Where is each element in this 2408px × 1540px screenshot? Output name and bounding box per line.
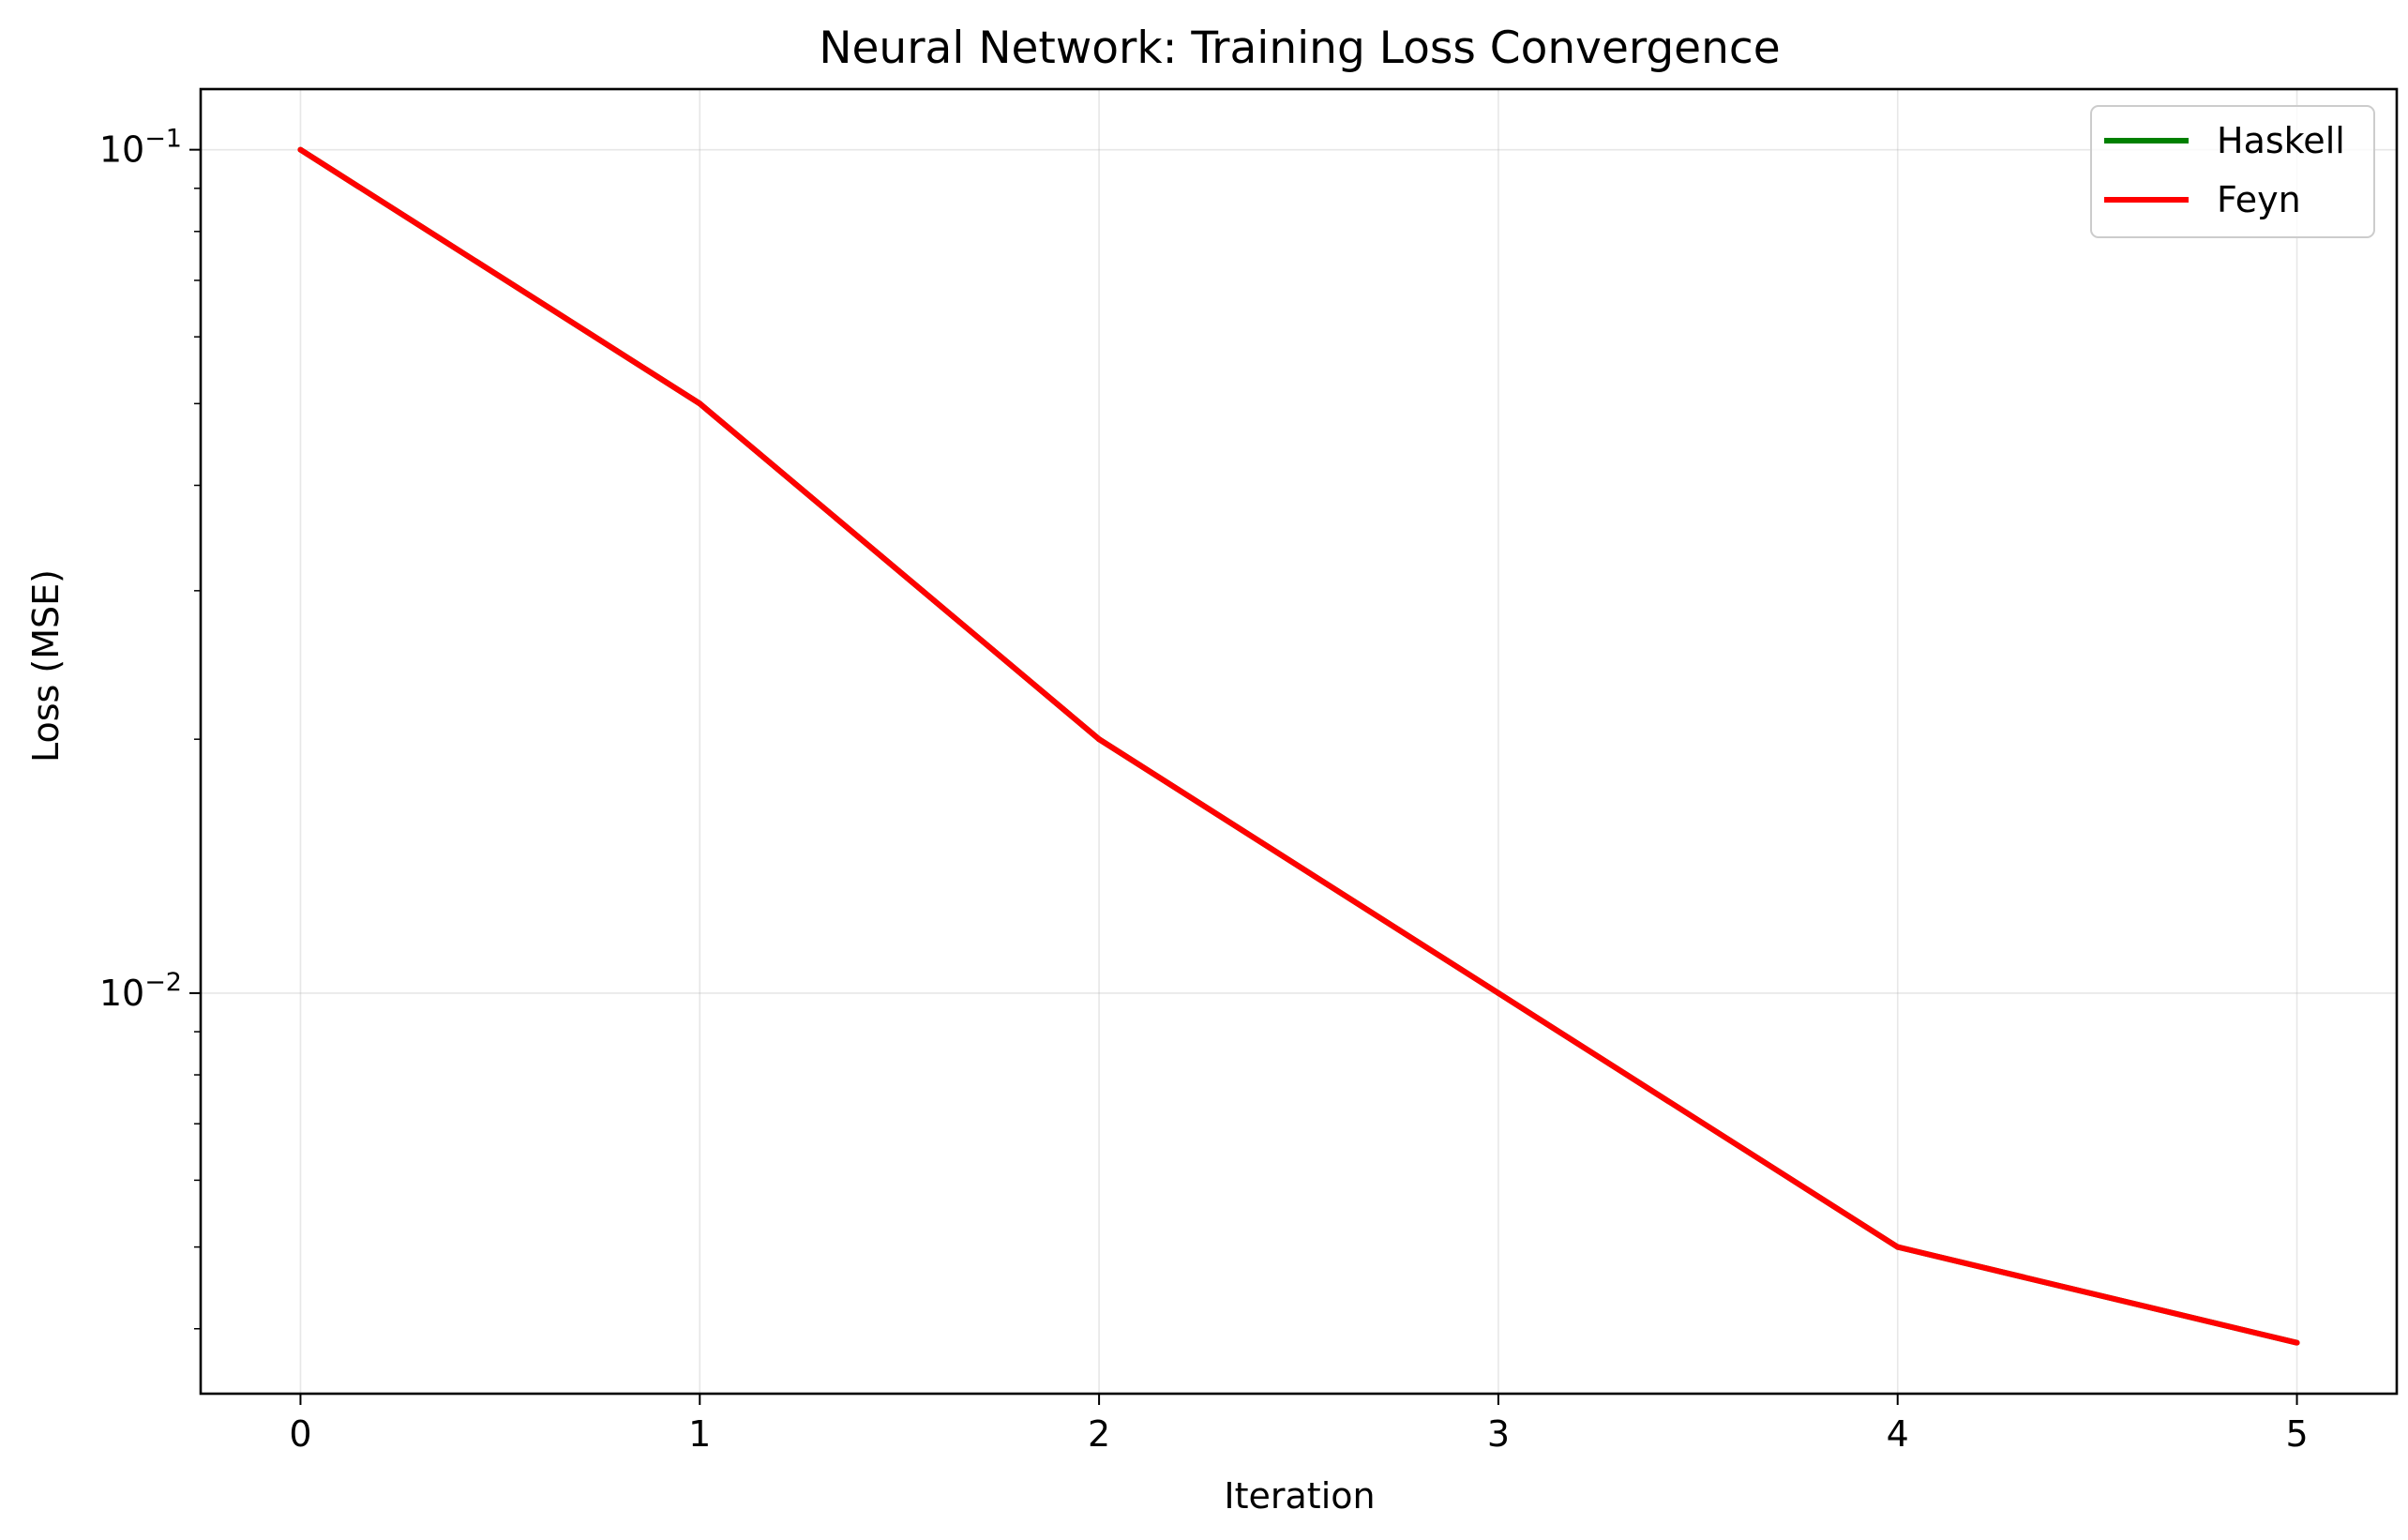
- chart-title: Neural Network: Training Loss Convergenc…: [819, 23, 1780, 74]
- y-tick-base: 10: [99, 129, 144, 171]
- y-tick-label: 10−1: [99, 125, 182, 171]
- data-point-feyn: [1096, 736, 1103, 743]
- legend-label: Haskell: [2217, 120, 2345, 161]
- x-tick-label: 2: [1088, 1413, 1110, 1455]
- x-tick-label: 3: [1487, 1413, 1510, 1455]
- series-line-feyn: [298, 147, 2298, 1346]
- y-tick-base: 10: [99, 973, 144, 1014]
- x-tick-label: 1: [688, 1413, 711, 1455]
- legend: Haskell Feyn: [2090, 105, 2375, 238]
- y-tick-label: 10−2: [99, 968, 182, 1014]
- legend-label: Feyn: [2217, 179, 2301, 220]
- x-tick-label: 5: [2285, 1413, 2308, 1455]
- plot-frame: [199, 87, 2399, 1396]
- grid: [201, 89, 2397, 1394]
- data-point-feyn: [2294, 1339, 2300, 1346]
- x-tick-label: 0: [289, 1413, 311, 1455]
- y-tick-exponent: −2: [144, 968, 182, 997]
- y-axis-label: Loss (MSE): [25, 569, 67, 762]
- data-point-feyn: [697, 400, 703, 407]
- series-lines: [297, 146, 2300, 1346]
- data-point-feyn: [1894, 1244, 1901, 1250]
- x-tick-label: 4: [1887, 1413, 1909, 1455]
- y-axis-ticks: 10−110−2: [99, 125, 201, 1330]
- y-tick-exponent: −1: [144, 125, 182, 154]
- x-axis-ticks: 0 1 2 3 4 5: [289, 1394, 2309, 1455]
- data-point-feyn: [297, 146, 304, 153]
- data-point-feyn: [1495, 989, 1501, 996]
- x-axis-label: Iteration: [1224, 1475, 1375, 1517]
